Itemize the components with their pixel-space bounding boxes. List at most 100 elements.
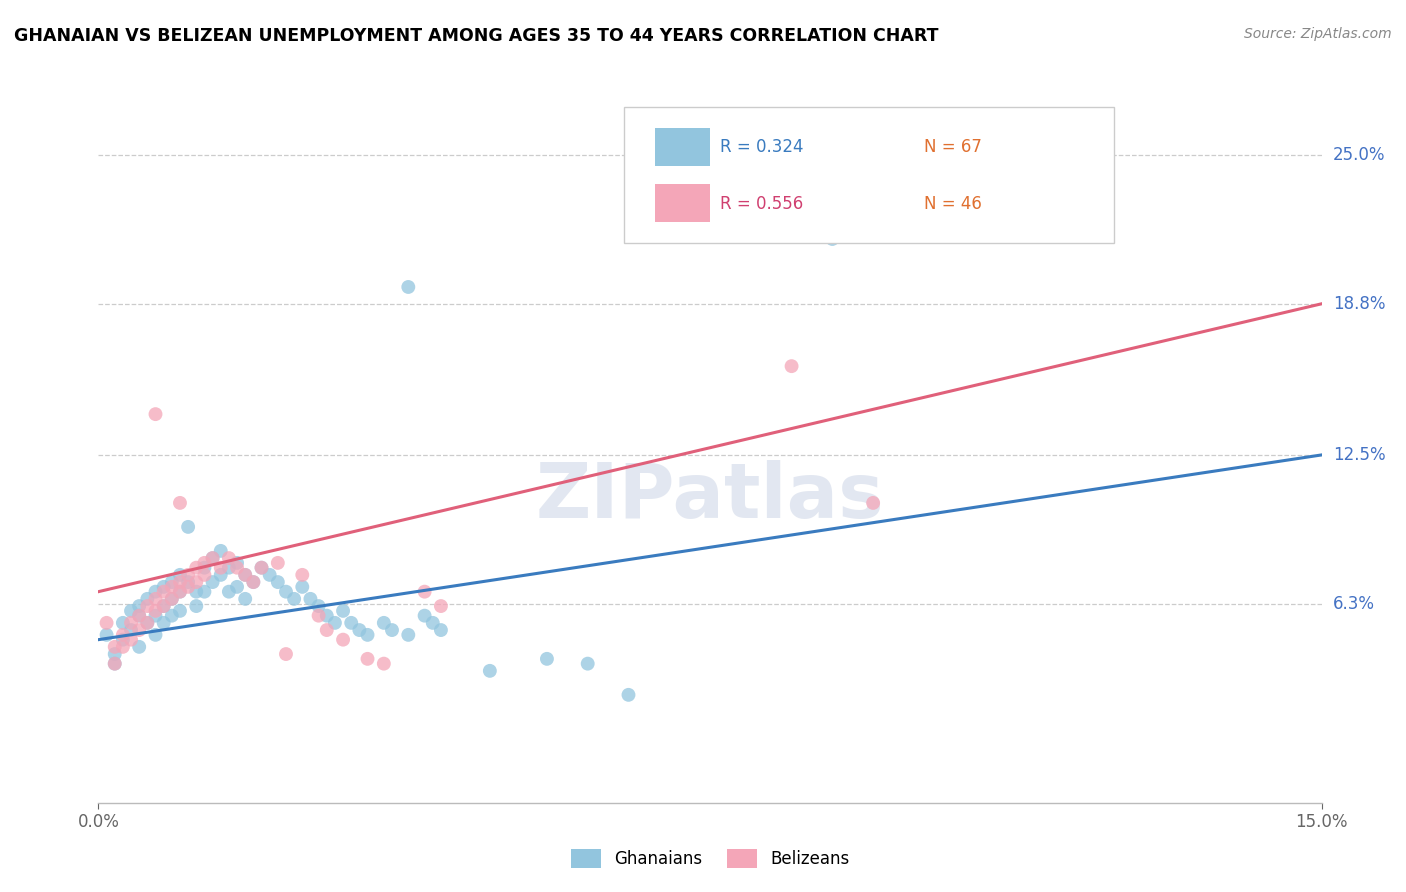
- Point: [152, 580, 174, 594]
- Point: [250, 560, 273, 574]
- Point: [193, 560, 215, 574]
- Text: ZIPatlas: ZIPatlas: [536, 459, 884, 533]
- Point: [356, 628, 378, 642]
- Point: [160, 608, 183, 623]
- Point: [128, 608, 150, 623]
- Point: [430, 599, 453, 613]
- Point: [233, 567, 256, 582]
- Point: [145, 628, 167, 642]
- Text: N = 67: N = 67: [924, 138, 981, 156]
- Point: [226, 556, 249, 570]
- Point: [169, 496, 191, 510]
- Point: [169, 584, 191, 599]
- Point: [617, 688, 640, 702]
- Text: R = 0.556: R = 0.556: [720, 195, 803, 213]
- Point: [308, 599, 330, 613]
- Legend: Ghanaians, Belizeans: Ghanaians, Belizeans: [564, 842, 856, 874]
- Point: [111, 615, 134, 630]
- Point: [160, 575, 183, 590]
- Point: [145, 608, 167, 623]
- Point: [413, 584, 436, 599]
- Point: [332, 632, 354, 647]
- Point: [267, 575, 290, 590]
- Point: [218, 584, 240, 599]
- Point: [381, 623, 404, 637]
- Point: [536, 652, 558, 666]
- Point: [373, 657, 395, 671]
- Point: [145, 591, 167, 606]
- Text: R = 0.324: R = 0.324: [720, 138, 803, 156]
- Point: [201, 551, 224, 566]
- Point: [169, 575, 191, 590]
- Point: [96, 628, 118, 642]
- Text: 18.8%: 18.8%: [1333, 294, 1385, 313]
- Point: [576, 657, 599, 671]
- Point: [413, 608, 436, 623]
- Point: [152, 584, 174, 599]
- Point: [120, 604, 142, 618]
- Point: [120, 632, 142, 647]
- Point: [226, 580, 249, 594]
- Point: [136, 591, 159, 606]
- Text: N = 46: N = 46: [924, 195, 981, 213]
- Point: [120, 623, 142, 637]
- Point: [396, 280, 419, 294]
- Point: [242, 575, 264, 590]
- Text: 25.0%: 25.0%: [1333, 146, 1385, 164]
- Point: [430, 623, 453, 637]
- Point: [780, 359, 803, 373]
- Point: [128, 623, 150, 637]
- Point: [128, 608, 150, 623]
- FancyBboxPatch shape: [655, 128, 710, 166]
- Point: [242, 575, 264, 590]
- Point: [111, 640, 134, 654]
- Point: [315, 608, 337, 623]
- Point: [201, 575, 224, 590]
- Point: [396, 628, 419, 642]
- Point: [291, 567, 314, 582]
- Point: [145, 604, 167, 618]
- Point: [291, 580, 314, 594]
- Point: [152, 599, 174, 613]
- Point: [332, 604, 354, 618]
- Text: 6.3%: 6.3%: [1333, 595, 1375, 613]
- Point: [111, 628, 134, 642]
- Point: [186, 584, 208, 599]
- Point: [152, 615, 174, 630]
- Point: [209, 567, 232, 582]
- Point: [104, 647, 127, 661]
- Text: Source: ZipAtlas.com: Source: ZipAtlas.com: [1244, 27, 1392, 41]
- Point: [104, 657, 127, 671]
- Point: [218, 560, 240, 574]
- Point: [233, 591, 256, 606]
- Point: [201, 551, 224, 566]
- Point: [193, 584, 215, 599]
- Point: [128, 640, 150, 654]
- Point: [267, 556, 290, 570]
- Point: [274, 584, 297, 599]
- Point: [259, 567, 281, 582]
- Point: [177, 575, 200, 590]
- Point: [152, 599, 174, 613]
- Point: [160, 591, 183, 606]
- Point: [349, 623, 371, 637]
- Text: GHANAIAN VS BELIZEAN UNEMPLOYMENT AMONG AGES 35 TO 44 YEARS CORRELATION CHART: GHANAIAN VS BELIZEAN UNEMPLOYMENT AMONG …: [14, 27, 939, 45]
- Point: [422, 615, 444, 630]
- Point: [136, 615, 159, 630]
- Point: [169, 604, 191, 618]
- Point: [308, 608, 330, 623]
- Point: [111, 632, 134, 647]
- Point: [145, 407, 167, 421]
- Point: [250, 560, 273, 574]
- Point: [209, 560, 232, 574]
- Point: [373, 615, 395, 630]
- Point: [186, 599, 208, 613]
- Text: 12.5%: 12.5%: [1333, 446, 1385, 464]
- Point: [209, 544, 232, 558]
- Point: [177, 567, 200, 582]
- Point: [120, 615, 142, 630]
- Point: [177, 580, 200, 594]
- Point: [323, 615, 346, 630]
- Point: [193, 567, 215, 582]
- Point: [177, 520, 200, 534]
